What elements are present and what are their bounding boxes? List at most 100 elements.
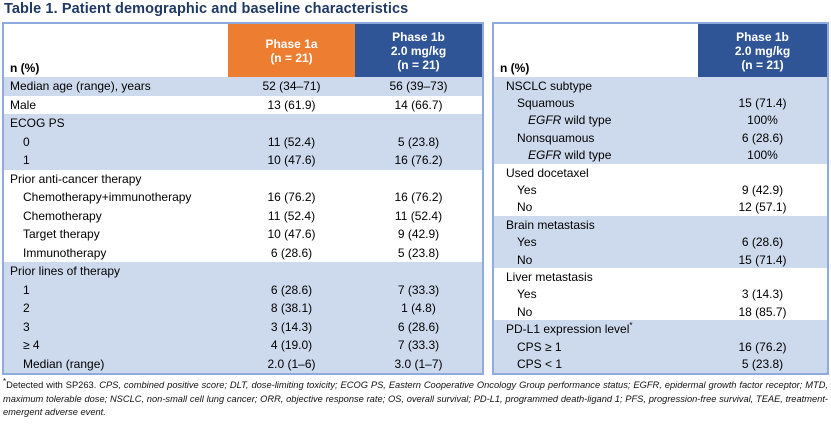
- row-value-phase1b: 5 (23.8): [397, 245, 440, 260]
- right-baseline-table: n (%) Phase 1b 2.0 mg/kg (n = 21) NSCLC …: [492, 22, 829, 375]
- table-row: Nonsquamous 6 (28.6): [494, 129, 827, 147]
- row-value-phase1b: 9 (42.9): [397, 227, 440, 242]
- row-label: 1: [23, 282, 30, 297]
- table-row: No 12 (57.1): [494, 199, 827, 216]
- right-corner-label: n (%): [500, 61, 530, 75]
- table-row: Chemotherapy+immunotherapy 16 (76.2) 16 …: [4, 188, 482, 207]
- table-row: CPS ≥ 1 16 (76.2): [494, 337, 827, 356]
- row-value-phase1b: 1 (4.8): [401, 301, 436, 316]
- tables-container: n (%) Phase 1a (n = 21) Phase 1b 2.0 mg/…: [2, 22, 829, 375]
- row-value-phase1b: 3.0 (1–7): [394, 356, 443, 371]
- table-row: Yes 9 (42.9): [494, 181, 827, 198]
- row-value-phase1b: 6 (28.6): [741, 235, 784, 250]
- row-value-phase1a: 6 (28.6): [270, 282, 313, 297]
- left-corner-label: n (%): [10, 61, 40, 75]
- table-row: 2 8 (38.1) 1 (4.8): [4, 299, 482, 318]
- phase1b-column-header: Phase 1b 2.0 mg/kg (n = 21): [698, 24, 827, 77]
- row-label: NSCLC subtype: [506, 78, 593, 93]
- row-label: 1: [23, 153, 30, 168]
- footnote-abbreviations: CPS, combined positive score; DLT, dose-…: [3, 380, 828, 417]
- row-value-phase1b: 3 (14.3): [741, 287, 784, 302]
- row-label: Immunotherapy: [23, 245, 107, 260]
- row-value-phase1b: 56 (39–73): [389, 79, 448, 94]
- right-table-header: n (%) Phase 1b 2.0 mg/kg (n = 21): [494, 24, 827, 77]
- row-value-phase1a: 10 (47.6): [267, 227, 316, 242]
- table-row: ECOG PS: [4, 114, 482, 133]
- row-value-phase1a: 16 (76.2): [267, 190, 316, 205]
- table-row: EGFR wild type 100%: [494, 146, 827, 164]
- row-label: No: [517, 252, 533, 267]
- row-label: Median (range): [23, 356, 105, 371]
- table-footnote: *Detected with SP263. CPS, combined posi…: [3, 377, 828, 420]
- row-value-phase1a: 3 (14.3): [270, 319, 313, 334]
- row-value-phase1b: 11 (52.4): [394, 208, 443, 223]
- row-label: ≥ 4: [23, 338, 40, 353]
- table-row: Male 13 (61.9) 14 (66.7): [4, 96, 482, 115]
- table-row: Used docetaxel: [494, 164, 827, 181]
- row-value-phase1b: 6 (28.6): [741, 130, 784, 145]
- row-label: 0: [23, 134, 30, 149]
- table-row: 3 3 (14.3) 6 (28.6): [4, 317, 482, 336]
- table-row: No 18 (85.7): [494, 303, 827, 320]
- left-table-header: n (%) Phase 1a (n = 21) Phase 1b 2.0 mg/…: [4, 24, 482, 77]
- table-row: Yes 3 (14.3): [494, 286, 827, 303]
- row-label: CPS < 1: [517, 356, 563, 371]
- row-value-phase1b: 7 (33.3): [397, 282, 440, 297]
- row-value-phase1b: 100%: [747, 148, 778, 163]
- row-label: 3: [23, 319, 30, 334]
- row-value-phase1a: 6 (28.6): [270, 245, 313, 260]
- row-value-phase1b: 16 (76.2): [394, 153, 443, 168]
- row-value-phase1b: 18 (85.7): [738, 304, 787, 319]
- table-row: Target therapy 10 (47.6) 9 (42.9): [4, 225, 482, 244]
- row-value-phase1b: 15 (71.4): [738, 252, 787, 267]
- table-row: CPS < 1 5 (23.8): [494, 355, 827, 373]
- table-row: ≥ 4 4 (19.0) 7 (33.3): [4, 336, 482, 355]
- table-row: 1 10 (47.6) 16 (76.2): [4, 151, 482, 170]
- table-row: Brain metastasis: [494, 216, 827, 234]
- row-value-phase1a: 13 (61.9): [267, 97, 316, 112]
- row-value-phase1a: 10 (47.6): [267, 153, 316, 168]
- row-value-phase1b: 6 (28.6): [397, 319, 440, 334]
- row-label: CPS ≥ 1: [517, 339, 562, 354]
- table-row: Squamous 15 (71.4): [494, 94, 827, 112]
- phase1b-column-header: Phase 1b 2.0 mg/kg (n = 21): [355, 24, 482, 77]
- table-row: Prior lines of therapy: [4, 262, 482, 281]
- table-row: Median age (range), years 52 (34–71) 56 …: [4, 77, 482, 96]
- row-value-phase1b: 100%: [747, 113, 778, 128]
- table-row: NSCLC subtype: [494, 77, 827, 95]
- row-label: Nonsquamous: [517, 130, 595, 145]
- row-label: Target therapy: [23, 227, 100, 242]
- row-label: Yes: [517, 183, 537, 198]
- row-value-phase1b: 5 (23.8): [741, 356, 784, 371]
- row-value-phase1b: 16 (76.2): [738, 339, 787, 354]
- row-value-phase1a: 2.0 (1–6): [267, 356, 316, 371]
- table-row: Prior anti-cancer therapy: [4, 170, 482, 189]
- table-row: EGFR wild type 100%: [494, 111, 827, 130]
- table-row: 1 6 (28.6) 7 (33.3): [4, 280, 482, 299]
- row-label: Yes: [517, 287, 537, 302]
- row-value-phase1b: 16 (76.2): [394, 190, 443, 205]
- row-value-phase1a: 8 (38.1): [270, 301, 313, 316]
- row-value-phase1b: 12 (57.1): [738, 200, 787, 215]
- table-row: Liver metastasis: [494, 268, 827, 285]
- row-value-phase1b: 14 (66.7): [394, 97, 443, 112]
- row-label: 2: [23, 301, 30, 316]
- table-row: Yes 6 (28.6): [494, 233, 827, 251]
- row-label: Median age (range), years: [10, 79, 151, 94]
- phase1a-column-header: Phase 1a (n = 21): [228, 24, 355, 77]
- row-label: Liver metastasis: [506, 269, 593, 284]
- row-label: Prior lines of therapy: [10, 264, 121, 279]
- row-value-phase1a: 11 (52.4): [267, 208, 316, 223]
- row-value-phase1b: 5 (23.8): [397, 134, 440, 149]
- table-row: Median (range) 2.0 (1–6) 3.0 (1–7): [4, 354, 482, 373]
- row-label: Chemotherapy+immunotherapy: [23, 190, 192, 205]
- row-label: Squamous: [517, 96, 575, 111]
- left-demographics-table: n (%) Phase 1a (n = 21) Phase 1b 2.0 mg/…: [2, 22, 484, 375]
- row-label: No: [517, 304, 533, 319]
- table-row: No 15 (71.4): [494, 250, 827, 269]
- table-row: Chemotherapy 11 (52.4) 11 (52.4): [4, 207, 482, 226]
- row-value-phase1b: 15 (71.4): [738, 96, 787, 111]
- row-label: Yes: [517, 235, 537, 250]
- row-label: Brain metastasis: [506, 217, 595, 232]
